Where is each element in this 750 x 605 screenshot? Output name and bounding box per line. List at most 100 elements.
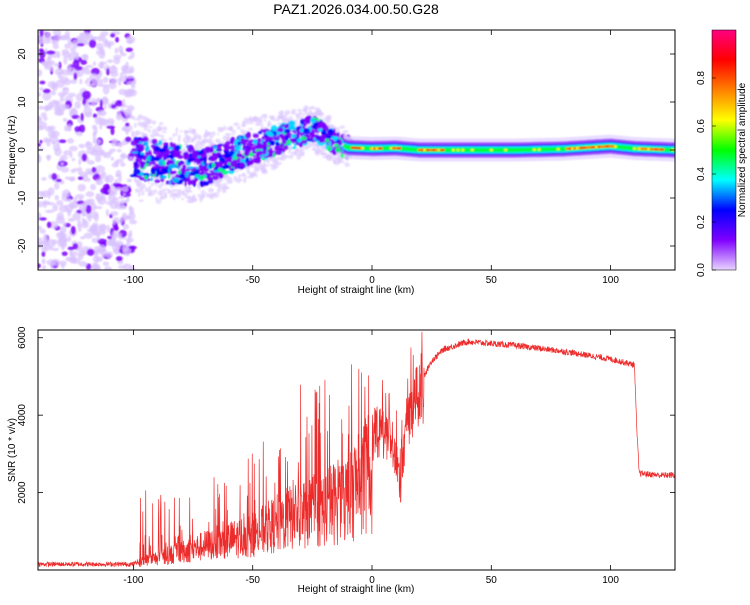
- heatmap-cell: [38, 147, 45, 151]
- heatmap-cell: [83, 54, 89, 61]
- heatmap-cell: [139, 116, 147, 119]
- heatmap-cell: [305, 144, 312, 148]
- heatmap-cell: [101, 96, 108, 103]
- heatmap-cell: [332, 132, 338, 137]
- heatmap-cell: [169, 141, 174, 148]
- heatmap-cell: [38, 116, 43, 124]
- heatmap-cell: [42, 116, 48, 121]
- heatmap-cell: [254, 117, 261, 124]
- heatmap-cell: [251, 171, 257, 177]
- heatmap-cell: [234, 163, 238, 170]
- heatmap-cell: [125, 89, 136, 95]
- heatmap-cell: [90, 67, 100, 76]
- heatmap-cell: [175, 131, 178, 137]
- heatmap-cell: [68, 145, 78, 152]
- heatmap-cell: [97, 196, 107, 205]
- heatmap-cell: [151, 128, 158, 135]
- heatmap-cell: [203, 194, 206, 198]
- heatmap-cell: [225, 126, 233, 131]
- heatmap-cell: [150, 167, 156, 175]
- heatmap-cell: [339, 125, 346, 129]
- heatmap-cell: [208, 180, 212, 184]
- heatmap-cell: [278, 111, 284, 115]
- heatmap-cell: [313, 137, 316, 141]
- heatmap-cell: [159, 175, 167, 179]
- heatmap-cell: [232, 153, 236, 159]
- heatmap-cell: [315, 122, 319, 127]
- heatmap-cell: [312, 117, 320, 121]
- heatmap-cell: [121, 118, 129, 122]
- heatmap-cell: [291, 108, 297, 115]
- heatmap-cell: [87, 198, 95, 204]
- heatmap-cell: [39, 30, 44, 37]
- heatmap-cell: [272, 145, 275, 148]
- heatmap-cell: [215, 138, 220, 143]
- heatmap-cell: [77, 219, 82, 228]
- heatmap-cell: [92, 36, 99, 41]
- heatmap-cell: [177, 161, 183, 167]
- heatmap-cell: [172, 133, 176, 138]
- heatmap-cell: [172, 195, 176, 201]
- heatmap-cell: [39, 217, 47, 221]
- heatmap-cell: [243, 176, 247, 181]
- heatmap-cell: [240, 128, 245, 134]
- heatmap-cell: [122, 247, 132, 257]
- heatmap-cell: [89, 210, 99, 219]
- heatmap-cell: [181, 171, 186, 175]
- heatmap-cell: [89, 73, 99, 83]
- heatmap-cell: [92, 255, 100, 263]
- heatmap-cell: [647, 148, 651, 151]
- heatmap-cell: [154, 188, 157, 194]
- heatmap-cell: [283, 128, 291, 134]
- heatmap-cell: [253, 168, 260, 171]
- heatmap-cell: [46, 50, 56, 55]
- heatmap-cell: [296, 131, 300, 138]
- heatmap-cell: [223, 188, 227, 192]
- heatmap-cell: [158, 139, 162, 146]
- colorbar: 0.0 0.2 0.4 0.6 0.8 Normalized spectral ampl…: [696, 29, 748, 277]
- heatmap-cell: [270, 125, 278, 132]
- heatmap-cell: [163, 188, 167, 192]
- heatmap-cell: [282, 118, 286, 124]
- heatmap-cell: [197, 134, 202, 140]
- heatmap-cell: [197, 193, 201, 198]
- heatmap-cell: [70, 79, 78, 84]
- heatmap-cell: [38, 263, 41, 269]
- heatmap-cell: [136, 143, 144, 149]
- heatmap-cell: [61, 251, 68, 257]
- heatmap-cell: [99, 172, 105, 180]
- heatmap-cell: [262, 164, 269, 168]
- heatmap-cell: [264, 114, 267, 118]
- heatmap-cell: [297, 126, 302, 130]
- heatmap-cell: [110, 33, 116, 38]
- heatmap-cell: [233, 176, 238, 179]
- spectrogram-heatmap: [38, 30, 675, 270]
- heatmap-cell: [76, 132, 83, 137]
- heatmap-cell: [205, 192, 209, 198]
- heatmap-cell: [87, 83, 96, 87]
- heatmap-cell: [66, 236, 72, 243]
- heatmap-cell: [321, 152, 326, 156]
- heatmap-cell: [110, 156, 114, 161]
- heatmap-cell: [260, 129, 265, 133]
- snr-series-line: [38, 331, 675, 568]
- heatmap-cell: [119, 154, 130, 159]
- heatmap-cell: [190, 157, 195, 161]
- heatmap-cell: [70, 46, 77, 53]
- heatmap-cell: [128, 205, 133, 211]
- heatmap-cell: [111, 64, 116, 71]
- heatmap-cell: [126, 238, 131, 245]
- heatmap-cell: [83, 106, 93, 116]
- heatmap-cell: [62, 221, 67, 227]
- heatmap-cell: [168, 136, 173, 141]
- heatmap-cell: [147, 180, 150, 184]
- heatmap-cell: [327, 128, 334, 136]
- heatmap-cell: [114, 222, 119, 230]
- heatmap-cell: [378, 147, 383, 150]
- heatmap-cell: [165, 188, 169, 191]
- spectrogram-ylabel: Frequency (Hz): [7, 116, 18, 185]
- heatmap-cell: [177, 169, 182, 175]
- heatmap-cell: [160, 138, 168, 143]
- heatmap-cell: [81, 153, 88, 162]
- heatmap-cell: [106, 200, 114, 206]
